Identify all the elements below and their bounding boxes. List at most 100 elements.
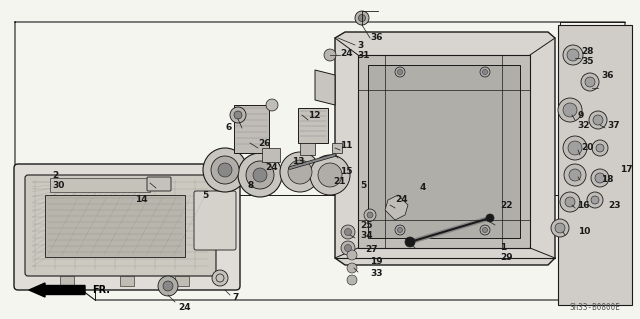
Text: 20: 20 <box>581 144 593 152</box>
Bar <box>50 178 150 192</box>
Text: 29: 29 <box>500 254 513 263</box>
Circle shape <box>218 163 232 177</box>
Text: 4: 4 <box>420 183 426 192</box>
Circle shape <box>565 197 575 207</box>
Bar <box>298 108 328 143</box>
Circle shape <box>234 111 242 119</box>
Text: 14: 14 <box>135 196 148 204</box>
Circle shape <box>593 115 603 125</box>
Text: 6: 6 <box>225 123 231 132</box>
Circle shape <box>581 73 599 91</box>
Polygon shape <box>385 195 408 220</box>
Circle shape <box>163 281 173 291</box>
Text: 3: 3 <box>357 41 364 49</box>
Bar <box>120 276 134 286</box>
Circle shape <box>310 155 350 195</box>
Text: 5: 5 <box>360 181 366 189</box>
Circle shape <box>483 70 488 75</box>
Circle shape <box>596 144 604 152</box>
Circle shape <box>555 223 565 233</box>
Text: 8: 8 <box>248 181 254 189</box>
Circle shape <box>560 192 580 212</box>
Text: 9: 9 <box>577 110 584 120</box>
Circle shape <box>355 11 369 25</box>
Circle shape <box>591 196 599 204</box>
Text: 31: 31 <box>357 50 369 60</box>
Polygon shape <box>368 65 520 238</box>
Circle shape <box>591 169 609 187</box>
Circle shape <box>246 161 274 189</box>
Text: 37: 37 <box>607 121 620 130</box>
Text: 32: 32 <box>577 122 589 130</box>
Circle shape <box>569 169 581 181</box>
Text: 16: 16 <box>577 201 589 210</box>
Bar <box>60 276 74 286</box>
Text: 25: 25 <box>360 220 372 229</box>
Circle shape <box>563 103 577 117</box>
Text: 15: 15 <box>340 167 353 176</box>
Circle shape <box>364 209 376 221</box>
Circle shape <box>341 225 355 239</box>
Text: 30: 30 <box>52 181 65 189</box>
Circle shape <box>483 227 488 233</box>
Circle shape <box>563 136 587 160</box>
Circle shape <box>344 244 351 251</box>
Polygon shape <box>358 55 530 248</box>
Circle shape <box>280 152 320 192</box>
Polygon shape <box>335 32 555 265</box>
Circle shape <box>587 192 603 208</box>
Text: 1: 1 <box>500 243 506 253</box>
Circle shape <box>480 225 490 235</box>
Circle shape <box>397 70 403 75</box>
Circle shape <box>567 49 579 61</box>
Circle shape <box>395 225 405 235</box>
Circle shape <box>253 168 267 182</box>
Circle shape <box>395 67 405 77</box>
Polygon shape <box>315 70 335 105</box>
Bar <box>234 105 269 153</box>
Text: 27: 27 <box>365 246 378 255</box>
Text: 35: 35 <box>581 57 593 66</box>
Text: 2: 2 <box>52 170 58 180</box>
Text: 26: 26 <box>258 138 271 147</box>
Text: 23: 23 <box>608 201 621 210</box>
Circle shape <box>203 148 247 192</box>
FancyBboxPatch shape <box>147 177 171 191</box>
Circle shape <box>341 241 355 255</box>
Text: 18: 18 <box>601 175 614 184</box>
Text: Sh33-B0800E: Sh33-B0800E <box>569 303 620 313</box>
FancyBboxPatch shape <box>194 191 236 250</box>
FancyBboxPatch shape <box>14 164 240 290</box>
Circle shape <box>344 228 351 235</box>
Circle shape <box>405 237 415 247</box>
Polygon shape <box>558 25 632 305</box>
Text: 28: 28 <box>581 48 593 56</box>
Circle shape <box>564 164 586 186</box>
Text: 17: 17 <box>620 166 632 174</box>
Circle shape <box>563 45 583 65</box>
Circle shape <box>486 214 494 222</box>
Circle shape <box>367 212 373 218</box>
Text: 36: 36 <box>601 70 614 79</box>
Text: 24: 24 <box>265 164 278 173</box>
Circle shape <box>324 49 336 61</box>
Text: 5: 5 <box>202 190 208 199</box>
Text: 13: 13 <box>292 158 305 167</box>
Circle shape <box>480 67 490 77</box>
Circle shape <box>595 173 605 183</box>
Text: 21: 21 <box>333 177 346 187</box>
Circle shape <box>397 227 403 233</box>
Circle shape <box>347 275 357 285</box>
Circle shape <box>358 14 365 21</box>
Text: 34: 34 <box>360 232 372 241</box>
Bar <box>300 143 315 155</box>
Circle shape <box>238 153 282 197</box>
Text: 36: 36 <box>370 33 383 42</box>
Text: 19: 19 <box>370 257 383 266</box>
Bar <box>175 276 189 286</box>
Circle shape <box>568 141 582 155</box>
Circle shape <box>592 140 608 156</box>
Circle shape <box>347 250 357 260</box>
Circle shape <box>589 111 607 129</box>
Text: 24: 24 <box>178 303 191 313</box>
